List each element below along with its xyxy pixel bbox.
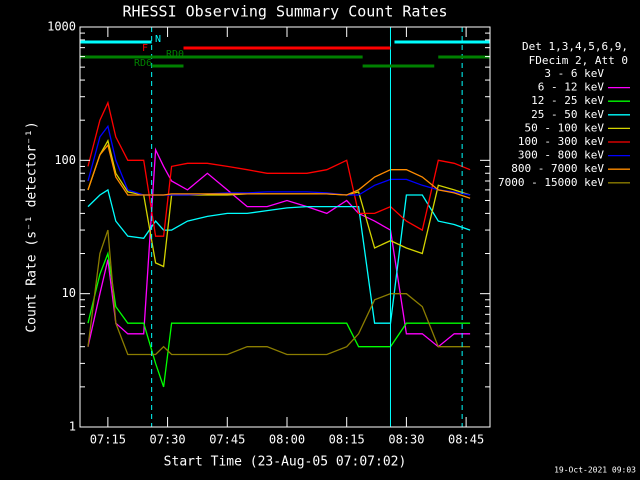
legend-label: 6 - 12 keV	[538, 81, 605, 94]
chart-title: RHESSI Observing Summary Count Rates	[122, 3, 447, 21]
legend-label: 3 - 6 keV	[544, 67, 604, 80]
x-tick-label: 08:15	[329, 433, 365, 447]
legend-label: 7000 - 15000 keV	[498, 176, 604, 189]
flag-label: F	[142, 43, 148, 54]
series-line	[87, 143, 471, 199]
legend-label: 25 - 50 keV	[531, 108, 604, 121]
legend-label: 100 - 300 keV	[518, 135, 604, 148]
x-tick-label: 08:45	[448, 433, 484, 447]
flag-label: RD0	[166, 49, 184, 60]
series-line	[87, 188, 471, 324]
series-line	[87, 147, 471, 348]
legend-label: 50 - 100 keV	[525, 121, 605, 134]
x-tick-label: 08:00	[269, 433, 305, 447]
x-tick-label: 07:30	[150, 433, 186, 447]
y-tick-label: 1	[69, 420, 76, 434]
series-line	[87, 100, 471, 237]
series-line	[87, 250, 471, 388]
flag-label: N	[155, 34, 161, 45]
x-tick-label: 07:45	[209, 433, 245, 447]
series-line	[87, 124, 471, 196]
flag-label: RD6	[134, 58, 152, 69]
y-tick-label: 100	[54, 153, 76, 167]
legend-header: Det 1,3,4,5,6,9,	[522, 40, 628, 53]
x-axis-label: Start Time (23-Aug-05 07:07:02)	[164, 455, 407, 470]
y-tick-label: 10	[62, 286, 76, 300]
series-line	[87, 229, 471, 356]
legend-label: 300 - 800 keV	[518, 149, 604, 162]
y-axis-label: Count Rate (s⁻¹ detector⁻¹)	[25, 121, 40, 332]
legend-label: 12 - 25 keV	[531, 94, 604, 107]
legend-label: 800 - 7000 keV	[511, 162, 604, 175]
footer: 19-Oct-2021 09:03	[554, 466, 636, 475]
x-tick-label: 08:30	[388, 433, 424, 447]
legend-header: FDecim 2, Att 0	[529, 54, 628, 67]
x-tick-label: 07:15	[90, 433, 126, 447]
plot-frame	[79, 26, 491, 428]
y-tick-label: 1000	[47, 20, 76, 34]
